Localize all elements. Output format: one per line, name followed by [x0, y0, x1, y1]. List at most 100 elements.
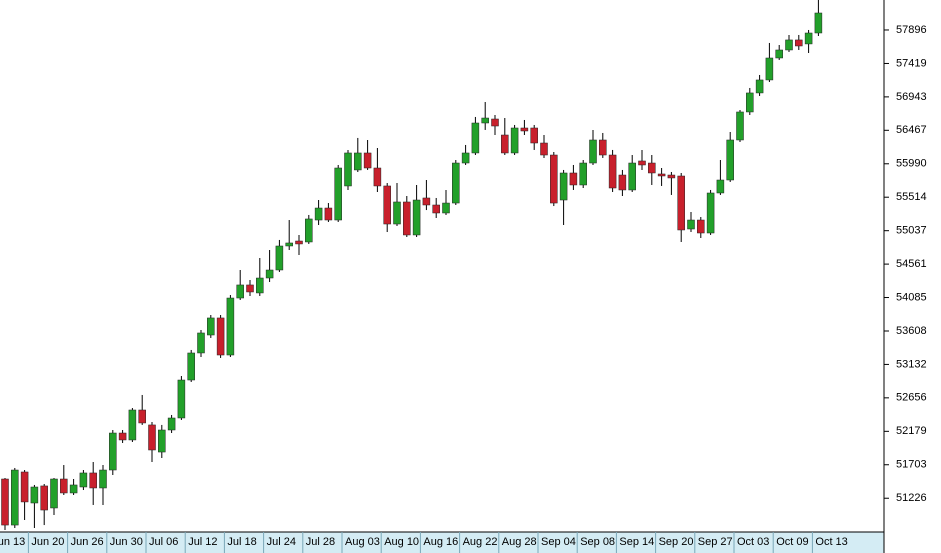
candle-body: [755, 79, 764, 94]
candle-body: [314, 207, 323, 221]
candle-body: [109, 432, 117, 471]
x-tick-label: Aug 28: [502, 536, 537, 548]
candle-body: [138, 409, 146, 424]
y-tick-label: 54561: [896, 258, 927, 270]
candle-body: [481, 117, 489, 124]
candle-body: [79, 472, 88, 488]
y-tick-label: 53132: [896, 358, 927, 370]
candle-body: [412, 199, 421, 236]
candle-body: [795, 39, 803, 47]
candle-body: [765, 57, 774, 81]
candle-body: [236, 284, 244, 299]
x-axis-band: [0, 532, 884, 553]
candle-body: [20, 471, 29, 503]
candle-body: [785, 39, 793, 51]
plot-area: [1, 0, 823, 531]
y-tick-label: 55037: [896, 225, 927, 237]
candle-body: [393, 201, 401, 225]
candle-body: [530, 127, 538, 144]
candle-body: [716, 179, 725, 194]
y-tick-label: 57896: [896, 24, 927, 36]
candle-body: [1, 478, 9, 526]
candle-body: [354, 152, 362, 171]
candle-body: [265, 269, 274, 279]
candle-body: [197, 332, 205, 354]
candle-body: [383, 185, 391, 225]
candle-body: [687, 219, 695, 230]
x-tick-label: Jun 30: [110, 536, 143, 548]
y-tick-label: 57419: [896, 57, 927, 69]
x-tick-label: Jun 20: [31, 536, 64, 548]
candle-body: [452, 162, 460, 204]
candle-body: [403, 201, 411, 236]
x-tick-label: Oct 03: [737, 536, 769, 548]
y-tick-label: 52179: [896, 425, 927, 437]
candle-body: [207, 317, 215, 336]
candle-body: [167, 417, 176, 431]
candle-body: [510, 127, 519, 154]
candle-body: [520, 127, 529, 132]
candle-body: [324, 207, 333, 221]
candle-body: [295, 240, 303, 245]
candle-body: [697, 219, 705, 234]
y-tick-label: 55990: [896, 158, 927, 170]
candle-body: [89, 472, 97, 489]
candle-body: [540, 142, 548, 156]
x-tick-label: Jul 18: [227, 536, 256, 548]
candle-body: [11, 469, 19, 526]
candle-body: [158, 429, 166, 453]
y-tick-label: 51226: [896, 492, 927, 504]
candle-body: [491, 118, 499, 127]
x-tick-label: Jul 24: [267, 536, 296, 548]
candle-body: [373, 167, 382, 187]
candle-body: [550, 154, 558, 204]
candle-body: [60, 478, 68, 494]
candle-body: [226, 297, 235, 356]
x-tick-label: Jul 12: [188, 536, 217, 548]
candle-body: [177, 379, 186, 419]
candle-body: [579, 162, 587, 186]
candle-body: [677, 175, 685, 231]
candle-body: [618, 174, 627, 191]
candle-body: [422, 197, 431, 206]
x-tick-label: Sep 27: [698, 536, 733, 548]
x-tick-label: Sep 04: [541, 536, 576, 548]
candle-body: [334, 167, 342, 221]
candle-body: [442, 202, 450, 214]
y-tick-label: 52656: [896, 392, 927, 404]
candle-body: [246, 284, 254, 293]
x-tick-label: Jun 13: [0, 536, 25, 548]
candle-body: [814, 12, 823, 34]
candle-body: [69, 484, 78, 494]
candle-body: [432, 204, 440, 214]
y-tick-label: 54085: [896, 291, 927, 303]
x-tick-label: Aug 16: [423, 536, 458, 548]
candle-body: [706, 192, 715, 234]
candle-body: [148, 424, 156, 451]
candle-body: [216, 317, 225, 356]
candle-body: [638, 160, 646, 166]
candle-body: [667, 174, 676, 179]
candle-body: [775, 49, 783, 59]
candle-body: [128, 409, 137, 441]
candle-body: [569, 172, 578, 186]
y-tick-label: 56467: [896, 124, 927, 136]
candle-body: [746, 92, 754, 113]
candle-body: [275, 245, 284, 271]
x-tick-label: Jul 28: [306, 536, 335, 548]
y-tick-label: 56943: [896, 91, 927, 103]
candle-body: [305, 218, 313, 243]
candle-body: [471, 122, 480, 154]
candle-body: [501, 134, 509, 154]
candle-body: [628, 162, 636, 191]
candle-body: [30, 486, 39, 504]
y-tick-label: 55514: [896, 191, 927, 203]
candle-body: [599, 139, 607, 156]
candle-body: [736, 111, 744, 141]
x-tick-label: Sep 20: [659, 536, 694, 548]
candle-body: [461, 152, 470, 164]
candle-body: [363, 152, 372, 169]
x-tick-label: Aug 03: [345, 536, 380, 548]
